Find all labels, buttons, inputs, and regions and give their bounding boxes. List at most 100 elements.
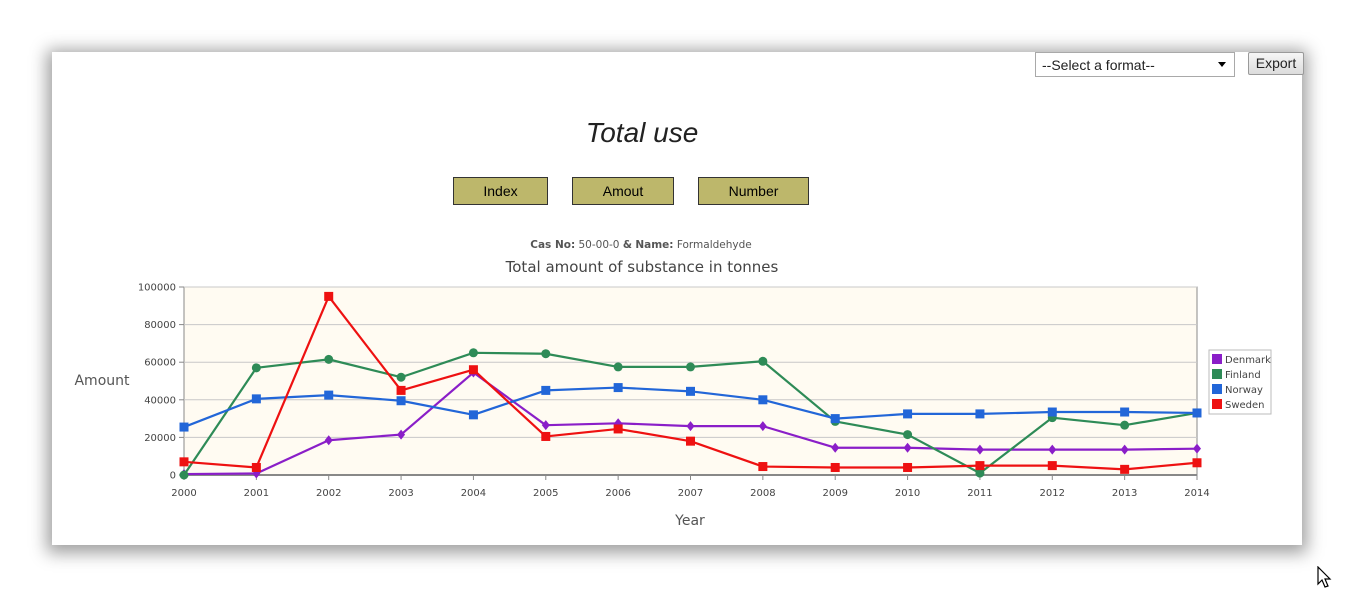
data-point-norway bbox=[1120, 407, 1130, 417]
y-tick-label: 80000 bbox=[144, 320, 176, 331]
data-point-sweden bbox=[975, 461, 985, 471]
y-tick-label: 40000 bbox=[144, 395, 176, 406]
data-point-denmark bbox=[758, 421, 767, 432]
data-point-finland bbox=[613, 362, 623, 372]
data-point-finland bbox=[468, 348, 478, 358]
x-tick-label: 2014 bbox=[1184, 488, 1209, 499]
data-point-finland bbox=[758, 356, 768, 366]
export-button[interactable]: Export bbox=[1248, 52, 1304, 75]
data-point-sweden bbox=[1120, 464, 1130, 474]
data-point-finland bbox=[396, 372, 406, 382]
data-point-denmark bbox=[1048, 444, 1057, 455]
y-tick-label: 20000 bbox=[144, 433, 176, 444]
data-point-norway bbox=[179, 422, 189, 432]
data-point-norway bbox=[324, 390, 334, 400]
data-point-sweden bbox=[541, 431, 551, 441]
data-point-norway bbox=[468, 410, 478, 420]
data-point-finland bbox=[686, 362, 695, 372]
data-point-sweden bbox=[324, 291, 334, 301]
data-point-finland bbox=[324, 354, 334, 364]
x-tick-label: 2000 bbox=[171, 488, 196, 499]
data-point-sweden bbox=[396, 385, 406, 395]
data-point-sweden bbox=[468, 365, 478, 375]
x-tick-label: 2007 bbox=[678, 488, 703, 499]
legend-label-sweden: Sweden bbox=[1225, 400, 1265, 411]
page-title: Total use bbox=[585, 117, 699, 148]
legend-label-finland: Finland bbox=[1225, 370, 1261, 381]
number-button[interactable]: Number bbox=[698, 177, 809, 205]
legend-swatch-finland bbox=[1212, 369, 1222, 379]
index-button[interactable]: Index bbox=[453, 177, 548, 205]
data-point-denmark bbox=[903, 442, 912, 453]
x-tick-label: 2002 bbox=[316, 488, 341, 499]
name-value: Formaldehyde bbox=[677, 239, 752, 251]
x-tick-label: 2008 bbox=[750, 488, 775, 499]
data-point-sweden bbox=[613, 424, 623, 434]
x-tick-label: 2006 bbox=[605, 488, 630, 499]
format-select[interactable]: --Select a format-- bbox=[1035, 52, 1235, 77]
data-point-norway bbox=[541, 385, 551, 395]
chart-panel: --Select a format-- Export Total use Ind… bbox=[52, 52, 1304, 545]
plot-background bbox=[183, 286, 1198, 476]
data-point-sweden bbox=[1047, 461, 1057, 471]
x-tick-label: 2013 bbox=[1112, 488, 1137, 499]
data-point-norway bbox=[396, 396, 406, 406]
legend-label-denmark: Denmark bbox=[1225, 355, 1271, 366]
x-tick-label: 2001 bbox=[244, 488, 269, 499]
chevron-down-icon bbox=[1218, 62, 1226, 67]
format-select-value: --Select a format-- bbox=[1042, 57, 1155, 73]
line-chart: Cas No: 50-00-0 & Name: Formaldehyde Tot… bbox=[74, 239, 1272, 529]
data-point-norway bbox=[1047, 407, 1057, 417]
data-point-denmark bbox=[1120, 444, 1129, 455]
mouse-cursor-icon bbox=[1317, 566, 1332, 588]
x-tick-label: 2005 bbox=[533, 488, 558, 499]
data-point-denmark bbox=[686, 421, 695, 432]
x-tick-label: 2011 bbox=[967, 488, 992, 499]
data-point-denmark bbox=[975, 444, 984, 455]
data-point-denmark bbox=[831, 442, 840, 453]
cas-label: Cas No: bbox=[530, 239, 575, 251]
amount-button[interactable]: Amout bbox=[572, 177, 674, 205]
x-axis-title: Year bbox=[674, 513, 705, 529]
data-point-finland bbox=[251, 363, 261, 373]
y-tick-label: 100000 bbox=[138, 283, 176, 294]
subtitle-separator: & bbox=[623, 239, 632, 251]
data-point-norway bbox=[1192, 408, 1202, 418]
data-point-denmark bbox=[1193, 443, 1201, 454]
chart-subtitle: Cas No: 50-00-0 & Name: Formaldehyde bbox=[530, 239, 752, 251]
data-point-sweden bbox=[903, 462, 913, 472]
name-label: Name: bbox=[635, 239, 673, 251]
data-point-norway bbox=[975, 409, 985, 419]
data-point-sweden bbox=[830, 462, 840, 472]
data-point-finland bbox=[903, 430, 913, 440]
legend-swatch-denmark bbox=[1212, 354, 1222, 364]
y-axis-title: Amount bbox=[74, 373, 130, 389]
data-point-finland bbox=[975, 468, 985, 478]
data-point-sweden bbox=[179, 457, 189, 467]
chart-title: Total amount of substance in tonnes bbox=[505, 258, 779, 276]
x-tick-label: 2012 bbox=[1040, 488, 1065, 499]
data-point-finland bbox=[179, 470, 189, 480]
y-tick-label: 0 bbox=[170, 471, 176, 482]
data-point-norway bbox=[251, 394, 261, 404]
data-point-denmark bbox=[397, 429, 406, 440]
data-point-denmark bbox=[324, 435, 333, 446]
data-point-norway bbox=[686, 386, 695, 396]
data-point-finland bbox=[1120, 420, 1130, 430]
plot-area: 0 20000 40000 60000 80000 100000 2000 2001 2002 2… bbox=[138, 283, 1210, 500]
data-point-sweden bbox=[758, 462, 768, 472]
data-point-finland bbox=[541, 349, 551, 359]
data-point-sweden bbox=[686, 436, 695, 446]
legend-swatch-norway bbox=[1212, 384, 1222, 394]
x-tick-label: 2009 bbox=[822, 488, 847, 499]
x-tick-label: 2004 bbox=[461, 488, 486, 499]
data-point-norway bbox=[613, 383, 623, 393]
data-point-norway bbox=[830, 414, 840, 424]
legend-label-norway: Norway bbox=[1225, 385, 1263, 396]
legend: Denmark Finland Norway Sweden bbox=[1208, 349, 1272, 415]
data-point-sweden bbox=[1192, 458, 1202, 468]
x-tick-label: 2003 bbox=[388, 488, 413, 499]
data-point-norway bbox=[758, 395, 768, 405]
data-point-norway bbox=[903, 409, 913, 419]
data-point-denmark bbox=[541, 420, 550, 431]
